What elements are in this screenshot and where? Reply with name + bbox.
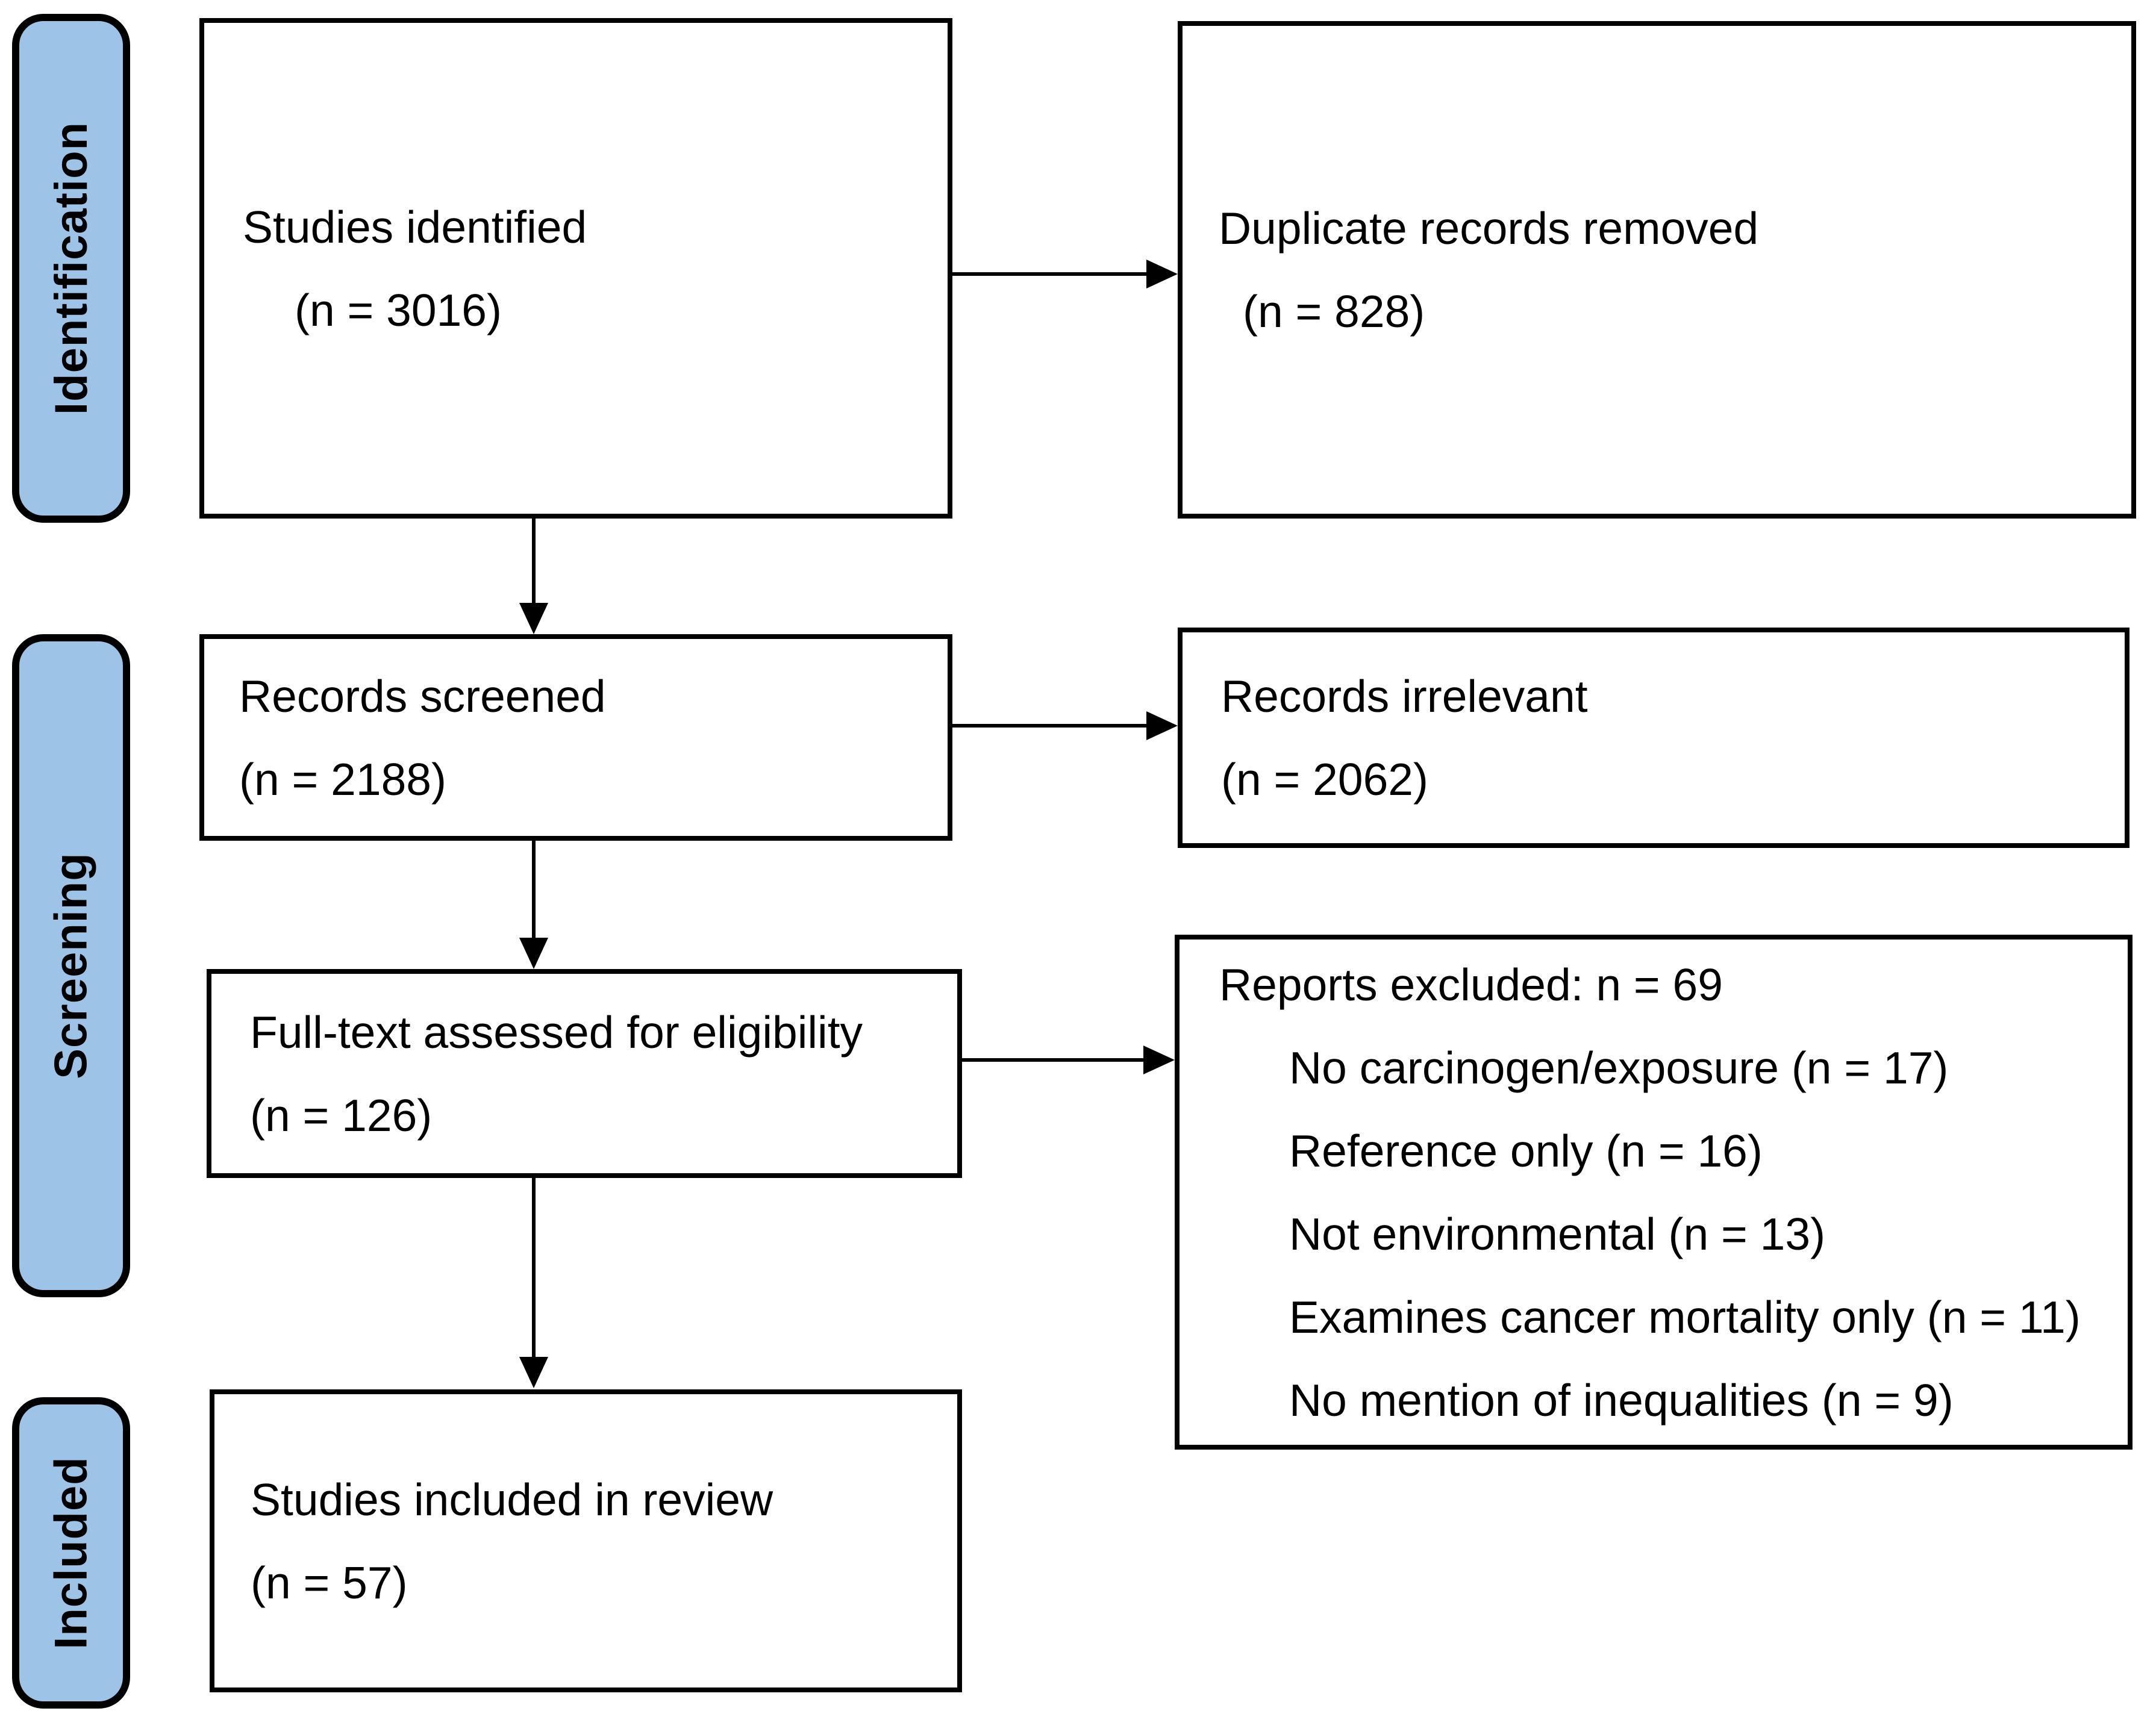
- arrow-fulltext-to-included-line: [532, 1178, 536, 1358]
- arrow-screened-to-irrelevant-line: [952, 724, 1148, 728]
- arrow-screened-to-fulltext-head: [519, 938, 548, 969]
- box-records-irrelevant-title: Records irrelevant: [1221, 671, 1588, 721]
- box-fulltext-assessed-title: Full-text assessed for eligibility: [250, 1006, 863, 1058]
- arrow-identified-to-screened-line: [532, 519, 536, 606]
- box-duplicates-removed: Duplicate records removed (n = 828): [1178, 21, 2136, 519]
- box-records-screened: Records screened (n = 2188): [199, 634, 952, 841]
- box-studies-included-title: Studies included in review: [251, 1474, 773, 1525]
- box-records-irrelevant-count: (n = 2062): [1221, 754, 1428, 805]
- box-records-irrelevant: Records irrelevant (n = 2062): [1178, 628, 2129, 848]
- stage-label-included: Included: [12, 1397, 130, 1709]
- box-records-screened-title: Records screened: [239, 670, 606, 721]
- arrow-screened-to-irrelevant-head: [1146, 711, 1178, 740]
- box-reports-excluded-reason: Not environmental (n = 13): [1289, 1208, 1826, 1259]
- box-records-screened-count: (n = 2188): [239, 753, 446, 805]
- box-duplicates-removed-title: Duplicate records removed: [1219, 203, 1759, 254]
- box-reports-excluded-reason: No mention of inequalities (n = 9): [1289, 1374, 1954, 1426]
- box-studies-included: Studies included in review (n = 57): [210, 1389, 962, 1692]
- box-reports-excluded-reason: No carcinogen/exposure (n = 17): [1289, 1042, 1949, 1093]
- box-duplicates-removed-count: (n = 828): [1243, 286, 1425, 337]
- arrow-identified-to-duplicates-line: [952, 272, 1148, 276]
- stage-label-identification-text: Identification: [45, 122, 97, 415]
- arrow-fulltext-to-included-head: [519, 1357, 548, 1388]
- arrow-fulltext-to-excluded-line: [962, 1058, 1145, 1062]
- stage-label-screening: Screening: [12, 634, 130, 1297]
- stage-label-identification: Identification: [12, 14, 130, 523]
- box-reports-excluded-reason: Reference only (n = 16): [1289, 1125, 1763, 1176]
- box-reports-excluded-reason: Examines cancer mortality only (n = 11): [1289, 1291, 2081, 1342]
- box-studies-identified-count: (n = 3016): [295, 284, 502, 335]
- box-studies-identified: Studies identified (n = 3016): [199, 18, 952, 519]
- box-studies-identified-title: Studies identified: [243, 201, 587, 252]
- box-fulltext-assessed-count: (n = 126): [250, 1089, 433, 1141]
- arrow-screened-to-fulltext-line: [532, 841, 536, 939]
- box-studies-included-count: (n = 57): [251, 1557, 408, 1608]
- arrow-identified-to-duplicates-head: [1146, 260, 1178, 288]
- box-reports-excluded: Reports excluded: n = 69 No carcinogen/e…: [1175, 935, 2133, 1450]
- stage-label-screening-text: Screening: [45, 852, 97, 1079]
- arrow-identified-to-screened-head: [519, 603, 548, 634]
- box-fulltext-assessed: Full-text assessed for eligibility (n = …: [207, 969, 962, 1178]
- box-reports-excluded-title: Reports excluded: n = 69: [1219, 959, 1723, 1010]
- arrow-fulltext-to-excluded-head: [1143, 1046, 1175, 1074]
- stage-label-included-text: Included: [45, 1456, 97, 1650]
